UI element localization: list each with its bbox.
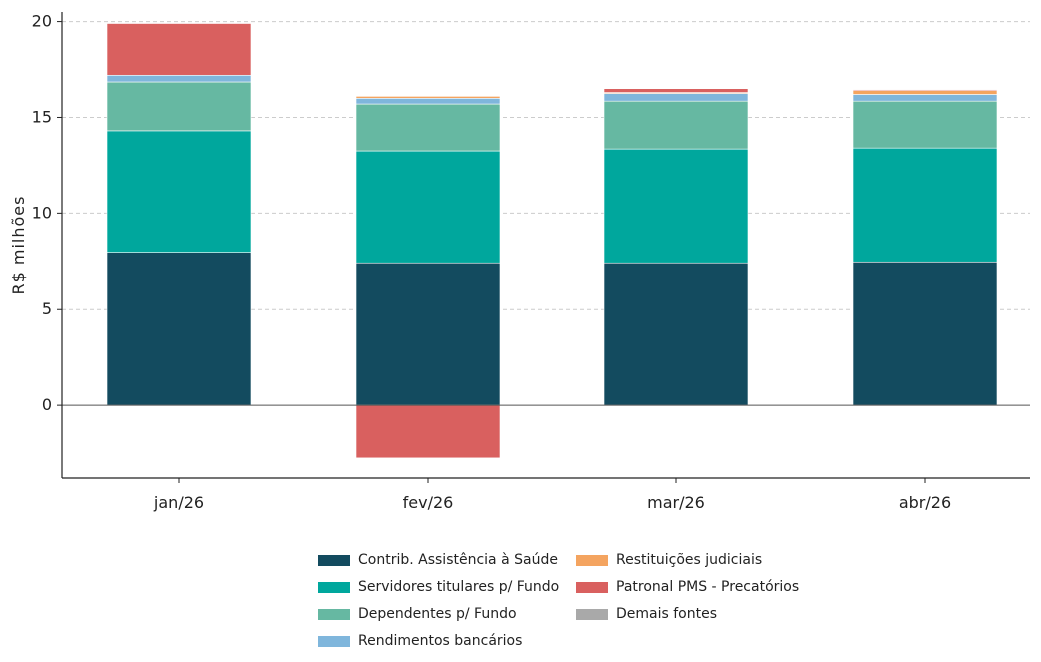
x-tick-label: mar/26 [647,493,705,512]
bar-segment [106,23,252,76]
bar-segment [852,90,998,95]
bar-segment [355,96,501,99]
y-tick-label: 15 [32,107,52,126]
bar-segment [106,130,252,253]
bar-segment [355,150,501,264]
bar-segment [355,103,501,152]
y-tick-label: 20 [32,12,52,31]
legend-swatch [576,608,608,620]
bar-segment [603,262,749,406]
bar-segment [852,89,998,91]
legend-item: Patronal PMS - Precatórios [576,579,799,595]
bar-segment [106,252,252,406]
legend-label: Contrib. Assistência à Saúde [358,552,558,568]
legend-label: Demais fontes [616,606,718,622]
legend-label: Servidores titulares p/ Fundo [358,579,560,595]
legend-item: Dependentes p/ Fundo [318,606,517,622]
legend-swatch [576,581,608,593]
legend-item: Restituições judiciais [576,552,762,568]
legend-label: Patronal PMS - Precatórios [616,579,800,595]
bar-segment [603,100,749,150]
bars [106,23,998,459]
y-tick-label: 0 [42,395,52,414]
legend-label: Dependentes p/ Fundo [358,606,517,622]
legend-swatch [318,608,350,620]
axes: 0 5 10 15 20 jan/26 fev/26 mar/26 abr/26 [32,12,1030,512]
bar-segment [355,97,501,105]
bar-segment [106,81,252,132]
legend-item: Contrib. Assistência à Saúde [318,552,558,568]
y-axis-title: R$ milhões [9,196,28,295]
legend-item: Servidores titulares p/ Fundo [318,579,559,595]
legend-swatch [318,554,350,566]
bar-segment [355,262,501,406]
legend: Contrib. Assistência à Saúde Servidores t… [318,552,818,660]
x-tick-label: abr/26 [899,493,951,512]
y-tick-label: 10 [32,203,52,222]
legend-label: Restituições judiciais [616,552,763,568]
legend-label: Rendimentos bancários [358,633,523,649]
bar-segment [603,93,749,102]
legend-item: Rendimentos bancários [318,633,522,649]
legend-swatch [576,554,608,566]
legend-swatch [318,635,350,647]
x-tick-label: jan/26 [153,493,204,512]
bar-segment [852,100,998,149]
y-tick-label: 5 [42,299,52,318]
bar-segment [355,404,501,459]
bar-segment [106,74,252,83]
stacked-bar-chart: 0 5 10 15 20 jan/26 fev/26 mar/26 abr/26 R$ milh… [9,12,1030,512]
legend-item: Demais fontes [576,606,717,622]
bar-segment [603,88,749,93]
bar-segment [852,261,998,406]
bar-segment [603,148,749,264]
bar-segment [852,147,998,263]
legend-swatch [318,581,350,593]
bar-segment [852,94,998,102]
x-tick-label: fev/26 [403,493,454,512]
